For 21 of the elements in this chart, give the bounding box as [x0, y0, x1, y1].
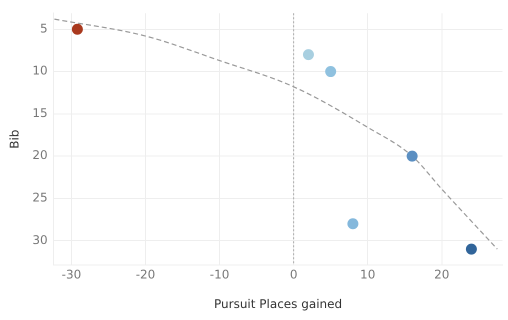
y-tick-label: 30 — [32, 232, 48, 247]
y-tick-label: 25 — [32, 190, 48, 205]
x-tick-label: -10 — [210, 268, 230, 282]
x-axis-title: Pursuit Places gained — [214, 296, 342, 311]
y-tick-label: 10 — [32, 64, 48, 78]
x-tick-label: -20 — [136, 268, 156, 282]
x-tick-label: 20 — [434, 268, 450, 282]
point — [406, 150, 418, 162]
point — [72, 24, 83, 35]
point — [325, 66, 336, 78]
x-tick-label: -30 — [62, 268, 82, 282]
y-tick-label: 15 — [32, 106, 48, 120]
point — [466, 244, 477, 255]
y-tick-label: 5 — [40, 21, 48, 36]
x-tick-label: 0 — [290, 268, 298, 282]
point — [347, 218, 358, 230]
line-series — [54, 18, 498, 250]
y-axis-title: Bib — [7, 130, 22, 149]
x-tick-label: 10 — [360, 268, 376, 282]
point — [302, 49, 314, 60]
y-tick-label: 20 — [32, 148, 48, 162]
